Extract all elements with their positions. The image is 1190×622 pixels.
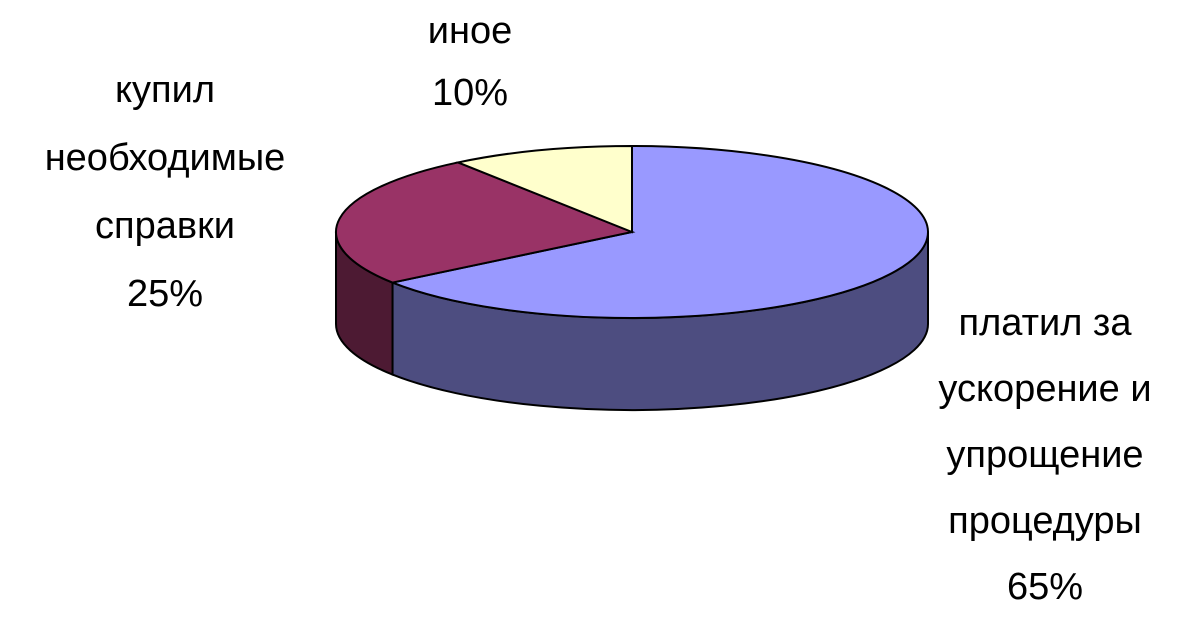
- value-label: 25%: [126, 273, 204, 315]
- slice: [389, 144, 929, 319]
- slice-label: купил необходимые справки 25%: [25, 56, 305, 328]
- category-label: купил необходимые справки: [44, 69, 286, 247]
- category-label: иное: [427, 10, 513, 52]
- category-label: платил за ускорение и упрощение процедур…: [938, 302, 1152, 542]
- slice-label: иное 10%: [370, 0, 570, 124]
- value-label: 65%: [1006, 566, 1084, 608]
- value-label: 10%: [431, 72, 509, 114]
- slice: [335, 161, 636, 284]
- slice-label: платил за ускорение и упрощение процедур…: [905, 290, 1185, 620]
- slice: [454, 144, 633, 234]
